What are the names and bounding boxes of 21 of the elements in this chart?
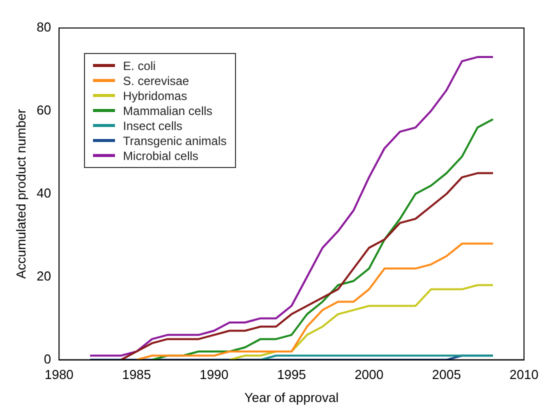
y-tick-label: 60 <box>36 102 52 118</box>
y-tick-label: 0 <box>44 351 52 366</box>
x-tick-label: 1980 <box>44 367 74 382</box>
legend-label: E. coli <box>123 58 156 72</box>
legend-label: S. cerevisae <box>123 74 190 88</box>
legend-label: Transgenic animals <box>123 134 227 148</box>
x-tick-label: 1995 <box>277 367 306 382</box>
y-tick-label: 40 <box>36 185 52 200</box>
y-axis-title: Accumulated product number <box>13 108 28 279</box>
legend-label: Microbial cells <box>123 148 198 162</box>
x-axis-title: Year of approval <box>244 390 339 405</box>
x-tick-label: 1990 <box>200 367 228 382</box>
x-tick-label: 2000 <box>354 367 384 382</box>
x-tick-label: 2005 <box>432 367 461 382</box>
y-tick-label: 80 <box>36 20 52 35</box>
x-tick-label: 2010 <box>510 367 538 382</box>
legend-label: Hybridomas <box>123 88 188 102</box>
y-tick-label: 20 <box>36 268 52 284</box>
legend-label: Insect cells <box>123 118 182 132</box>
legend-label: Mammalian cells <box>123 104 212 118</box>
x-tick-label: 1985 <box>122 367 152 382</box>
